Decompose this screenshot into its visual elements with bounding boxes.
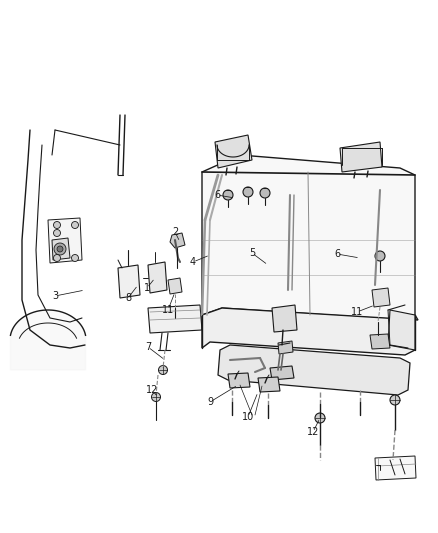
Polygon shape xyxy=(48,218,82,263)
Circle shape xyxy=(57,246,63,252)
Text: 7: 7 xyxy=(145,342,151,352)
Circle shape xyxy=(375,251,385,261)
Circle shape xyxy=(71,254,78,262)
Circle shape xyxy=(390,395,400,405)
Polygon shape xyxy=(388,310,415,350)
Polygon shape xyxy=(375,456,416,480)
Polygon shape xyxy=(270,366,294,380)
Polygon shape xyxy=(202,155,415,320)
Polygon shape xyxy=(202,308,418,355)
Polygon shape xyxy=(228,373,250,388)
Text: 12: 12 xyxy=(307,427,319,437)
Text: 12: 12 xyxy=(146,385,158,395)
Text: 6: 6 xyxy=(334,249,340,259)
Polygon shape xyxy=(52,238,70,260)
Text: 9: 9 xyxy=(207,397,213,407)
Text: 4: 4 xyxy=(190,257,196,267)
Text: 1: 1 xyxy=(144,283,150,293)
Polygon shape xyxy=(168,278,182,294)
Circle shape xyxy=(53,230,60,237)
Circle shape xyxy=(53,254,60,262)
Polygon shape xyxy=(118,265,140,298)
Circle shape xyxy=(53,222,60,229)
Text: 2: 2 xyxy=(172,227,178,237)
Circle shape xyxy=(223,190,233,200)
Circle shape xyxy=(315,413,325,423)
Polygon shape xyxy=(148,305,202,333)
Polygon shape xyxy=(340,142,382,172)
Polygon shape xyxy=(11,310,85,370)
Polygon shape xyxy=(258,377,280,392)
Polygon shape xyxy=(370,334,390,349)
Text: 3: 3 xyxy=(52,291,58,301)
Text: 11: 11 xyxy=(162,305,174,315)
Polygon shape xyxy=(215,135,252,168)
Circle shape xyxy=(54,243,66,255)
Text: 5: 5 xyxy=(249,248,255,258)
Text: 11: 11 xyxy=(351,307,363,317)
Polygon shape xyxy=(148,262,167,293)
Text: 8: 8 xyxy=(125,293,131,303)
Text: 6: 6 xyxy=(214,190,220,200)
Polygon shape xyxy=(278,341,293,354)
Text: 10: 10 xyxy=(242,412,254,422)
Circle shape xyxy=(243,187,253,197)
Polygon shape xyxy=(218,345,410,395)
Circle shape xyxy=(260,188,270,198)
Circle shape xyxy=(159,366,167,375)
Polygon shape xyxy=(168,318,182,328)
Polygon shape xyxy=(372,288,390,307)
Circle shape xyxy=(71,222,78,229)
Polygon shape xyxy=(170,233,185,248)
Circle shape xyxy=(152,392,160,401)
Polygon shape xyxy=(272,305,297,332)
